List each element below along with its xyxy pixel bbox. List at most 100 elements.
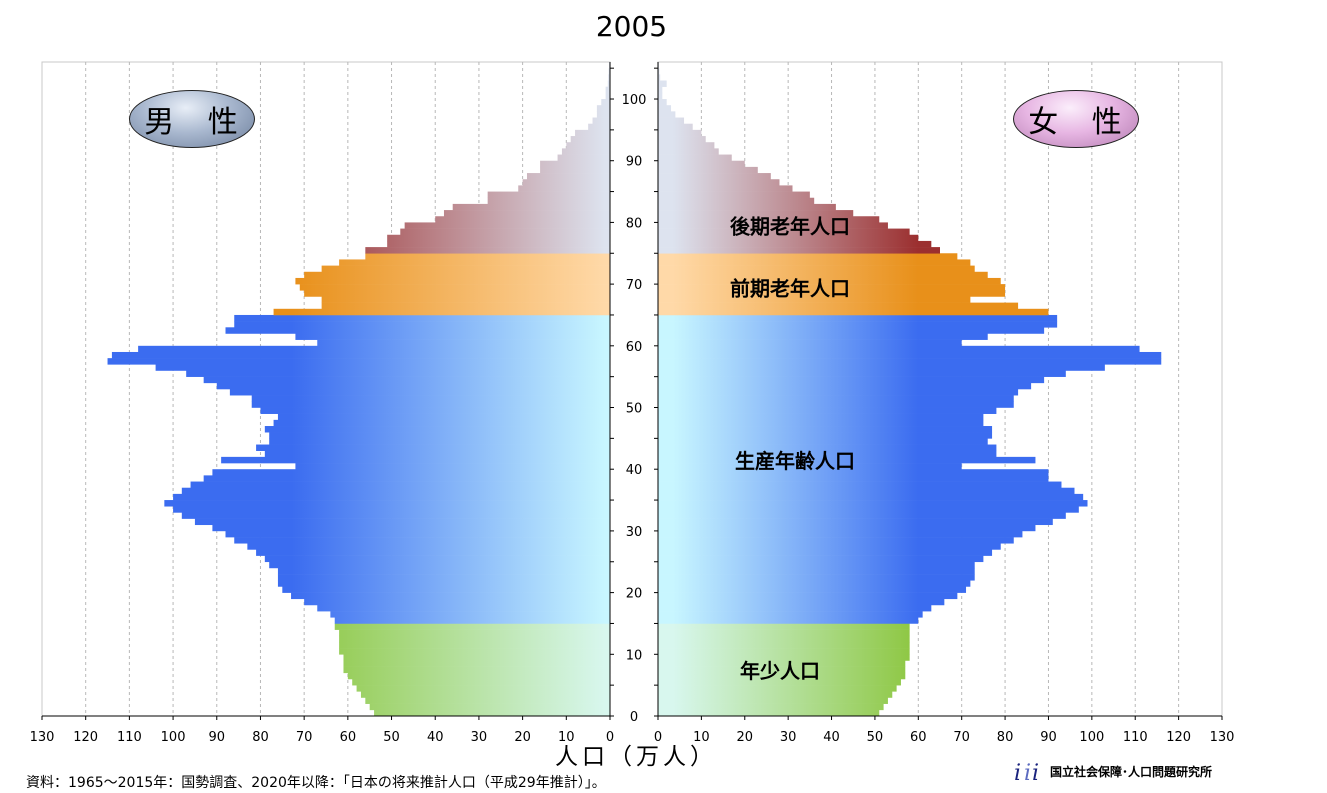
female-bar: [658, 259, 971, 266]
female-bar: [658, 635, 910, 643]
female-bar: [658, 666, 906, 674]
male-bars: [107, 62, 611, 717]
female-bar: [658, 68, 660, 75]
female-bar: [658, 123, 693, 131]
male-bar: [365, 697, 610, 704]
female-bar: [658, 401, 1014, 408]
female-bar: [658, 166, 758, 174]
male-bar: [181, 512, 611, 519]
male-bar: [256, 444, 610, 451]
institute-logo: i i i 国立社会保障･人口問題研究所: [1012, 758, 1212, 784]
female-bar: [658, 617, 919, 624]
male-bar: [194, 518, 610, 526]
group-annotation: 年少人口: [740, 659, 820, 683]
male-bar: [343, 660, 610, 667]
male-bar: [225, 327, 610, 334]
female-bar: [658, 327, 1045, 334]
female-bar: [658, 271, 988, 279]
female-bar: [658, 142, 715, 149]
female-bar: [658, 160, 745, 168]
svg-text:i: i: [1014, 761, 1021, 784]
female-bar: [658, 574, 975, 581]
female-bar: [658, 284, 1006, 291]
female-bar: [658, 530, 1023, 538]
female-bar: [658, 561, 975, 569]
female-bar: [658, 173, 771, 180]
female-bar: [658, 74, 661, 81]
male-bar: [234, 314, 610, 322]
female-x-tick-label: 100: [1079, 730, 1104, 745]
age-tick-label: 100: [622, 93, 647, 108]
male-x-tick-label: 130: [30, 730, 55, 745]
female-x-tick-label: 70: [953, 730, 970, 745]
male-x-tick-label: 0: [606, 730, 614, 745]
male-x-tick-label: 60: [340, 730, 357, 745]
male-x-tick-label: 90: [208, 730, 225, 745]
female-bar: [658, 351, 1162, 359]
male-bar: [601, 99, 610, 106]
female-x-tick-label: 0: [654, 730, 662, 745]
age-tick-label: 70: [626, 278, 643, 293]
female-bar: [658, 86, 663, 94]
female-bar: [658, 358, 1162, 365]
female-bar: [658, 99, 667, 106]
female-bar: [658, 382, 1032, 390]
female-bar: [658, 592, 958, 600]
male-bar: [339, 629, 610, 637]
male-bar: [295, 333, 610, 340]
male-bar: [212, 469, 610, 476]
male-bar: [522, 179, 610, 186]
male-x-tick-label: 30: [471, 730, 488, 745]
female-bar: [658, 580, 971, 587]
male-bar: [247, 543, 610, 550]
male-bar: [111, 351, 611, 359]
group-annotation: 生産年齢人口: [735, 449, 855, 473]
male-x-tick-label: 120: [73, 730, 98, 745]
male-bar: [264, 426, 610, 433]
female-bar: [658, 210, 854, 217]
female-bar: [658, 234, 919, 242]
male-bar: [339, 648, 610, 655]
male-bar: [605, 92, 610, 100]
male-bar: [487, 191, 610, 199]
female-bar: [658, 395, 1014, 402]
female-x-tick-label: 30: [780, 730, 797, 745]
male-bar: [173, 506, 611, 513]
male-bar: [260, 407, 610, 414]
age-tick-label: 80: [626, 216, 643, 231]
male-bar: [487, 197, 610, 205]
male-bar: [225, 530, 610, 538]
female-bar: [658, 253, 958, 260]
male-bar: [452, 203, 610, 211]
female-bar: [658, 413, 984, 421]
female-bar: [658, 450, 997, 458]
female-bar: [658, 426, 993, 433]
female-bar: [658, 512, 1066, 519]
male-bar: [334, 623, 610, 630]
male-bar: [365, 247, 610, 254]
female-bar: [658, 604, 932, 612]
female-bar: [658, 672, 906, 680]
female-x-tick-label: 120: [1166, 730, 1191, 745]
male-bar: [251, 401, 610, 408]
female-bar: [658, 222, 888, 229]
male-bar: [304, 290, 610, 297]
age-tick-label: 30: [626, 525, 643, 540]
axes: [41, 62, 1223, 720]
female-bar: [658, 438, 988, 445]
female-bar: [658, 506, 1079, 513]
female-x-tick-label: 10: [693, 730, 710, 745]
female-bar: [658, 364, 1105, 371]
female-bar: [658, 117, 685, 124]
male-bar: [203, 475, 610, 482]
male-bar: [347, 672, 610, 680]
female-x-tick-label: 50: [867, 730, 884, 745]
male-bar: [608, 68, 610, 75]
male-bar: [321, 302, 610, 310]
female-bar: [658, 197, 815, 205]
male-bar: [234, 321, 610, 328]
male-bar: [540, 166, 610, 174]
female-x-tick-label: 60: [910, 730, 927, 745]
male-bar: [190, 481, 611, 489]
male-bar: [360, 691, 610, 698]
